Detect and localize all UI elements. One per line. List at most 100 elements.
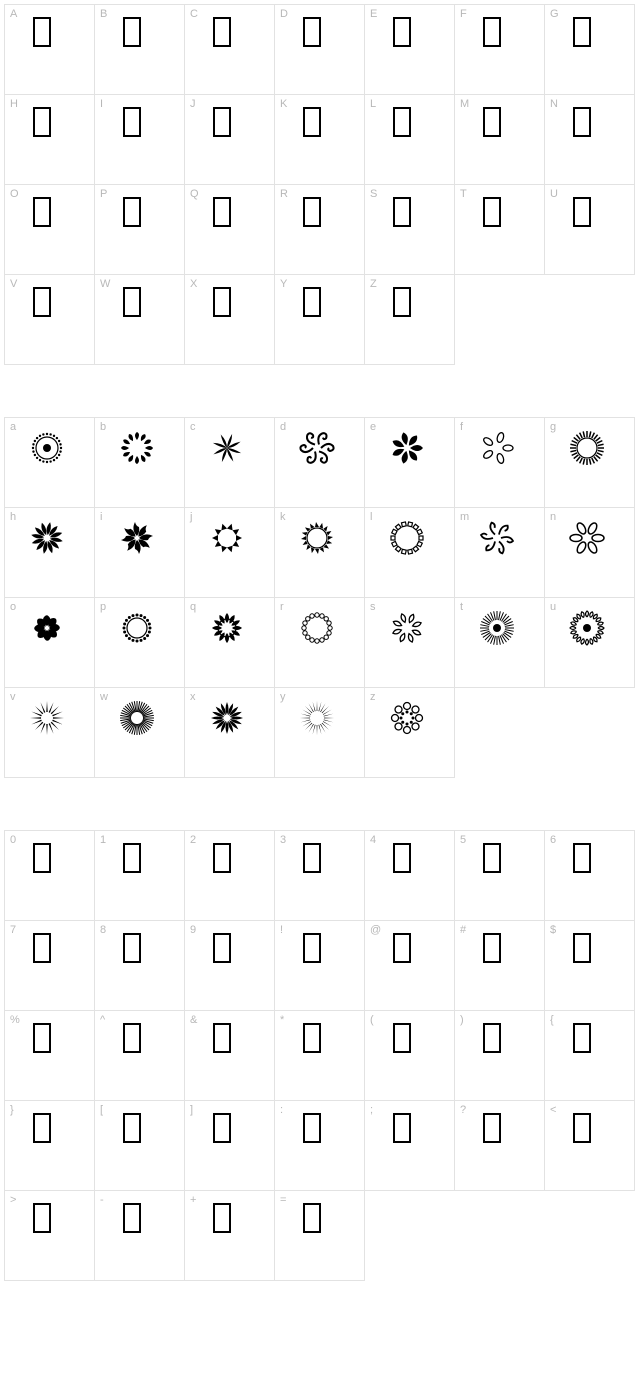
- charmap-cell: K: [275, 95, 365, 185]
- cell-label: b: [100, 421, 106, 433]
- cell-label: l: [370, 511, 372, 523]
- cell-label: x: [190, 691, 196, 703]
- charmap-cell: y: [275, 688, 365, 778]
- undefined-glyph-icon: [33, 1113, 51, 1143]
- undefined-glyph-icon: [573, 197, 591, 227]
- undefined-glyph-icon: [123, 287, 141, 317]
- cell-label: s: [370, 601, 376, 613]
- undefined-glyph-icon: [393, 1023, 411, 1053]
- undefined-glyph-icon: [213, 933, 231, 963]
- undefined-glyph-icon: [393, 17, 411, 47]
- undefined-glyph-icon: [213, 843, 231, 873]
- cell-label: ]: [190, 1104, 193, 1116]
- charmap-cell: :: [275, 1101, 365, 1191]
- undefined-glyph-icon: [33, 933, 51, 963]
- cell-label: 4: [370, 834, 376, 846]
- charmap-cell: F: [455, 5, 545, 95]
- undefined-glyph-icon: [303, 1023, 321, 1053]
- undefined-glyph-icon: [123, 843, 141, 873]
- charmap-cell: B: [95, 5, 185, 95]
- cell-label: (: [370, 1014, 374, 1026]
- undefined-glyph-icon: [573, 17, 591, 47]
- charmap-cell: l: [365, 508, 455, 598]
- charmap-cell: 4: [365, 831, 455, 921]
- cell-label: E: [370, 8, 377, 20]
- charmap-cell: C: [185, 5, 275, 95]
- charmap-row: HIJKLMN: [4, 95, 635, 185]
- cell-label: e: [370, 421, 376, 433]
- charmap-row: vwxyz: [4, 688, 455, 778]
- ornament-gear-ring-icon: [387, 518, 427, 558]
- cell-label: y: [280, 691, 286, 703]
- charmap-cell: +: [185, 1191, 275, 1281]
- ornament-blob-flower-icon: [387, 428, 427, 468]
- charmap-section: ABCDEFGHIJKLMNOPQRSTUVWXYZ: [4, 4, 636, 365]
- cell-label: c: [190, 421, 196, 433]
- cell-label: h: [10, 511, 16, 523]
- charmap-cell: b: [95, 418, 185, 508]
- cell-label: m: [460, 511, 469, 523]
- undefined-glyph-icon: [573, 843, 591, 873]
- cell-label: =: [280, 1194, 286, 1206]
- cell-label: H: [10, 98, 18, 110]
- cell-label: !: [280, 924, 283, 936]
- charmap-cell: q: [185, 598, 275, 688]
- undefined-glyph-icon: [33, 1023, 51, 1053]
- undefined-glyph-icon: [483, 107, 501, 137]
- cell-label: f: [460, 421, 463, 433]
- ornament-curly-flower-icon: [297, 428, 337, 468]
- undefined-glyph-icon: [303, 1113, 321, 1143]
- cell-label: 0: [10, 834, 16, 846]
- cell-label: Y: [280, 278, 287, 290]
- cell-label: :: [280, 1104, 283, 1116]
- charmap-cell: #: [455, 921, 545, 1011]
- charmap-cell: X: [185, 275, 275, 365]
- charmap-cell: U: [545, 185, 635, 275]
- charmap-cell: ;: [365, 1101, 455, 1191]
- cell-label: J: [190, 98, 196, 110]
- undefined-glyph-icon: [303, 17, 321, 47]
- undefined-glyph-icon: [33, 17, 51, 47]
- cell-label: L: [370, 98, 376, 110]
- undefined-glyph-icon: [483, 197, 501, 227]
- charmap-cell: h: [5, 508, 95, 598]
- undefined-glyph-icon: [303, 1203, 321, 1233]
- charmap-cell: c: [185, 418, 275, 508]
- cell-label: 7: [10, 924, 16, 936]
- charmap-cell: %: [5, 1011, 95, 1101]
- cell-label: K: [280, 98, 287, 110]
- undefined-glyph-icon: [123, 933, 141, 963]
- charmap-cell: Q: [185, 185, 275, 275]
- cell-label: w: [100, 691, 108, 703]
- cell-label: u: [550, 601, 556, 613]
- undefined-glyph-icon: [303, 107, 321, 137]
- charmap-row: %^&*(){: [4, 1011, 635, 1101]
- charmap-cell: <: [545, 1101, 635, 1191]
- cell-label: {: [550, 1014, 554, 1026]
- cell-label: 8: [100, 924, 106, 936]
- cell-label: %: [10, 1014, 20, 1026]
- charmap-cell: 9: [185, 921, 275, 1011]
- charmap-row: opqrstu: [4, 598, 635, 688]
- undefined-glyph-icon: [303, 933, 321, 963]
- undefined-glyph-icon: [393, 1113, 411, 1143]
- cell-label: Z: [370, 278, 377, 290]
- charmap-cell: @: [365, 921, 455, 1011]
- cell-label: B: [100, 8, 107, 20]
- cell-label: o: [10, 601, 16, 613]
- charmap-cell: ): [455, 1011, 545, 1101]
- undefined-glyph-icon: [123, 1023, 141, 1053]
- ornament-wave-spiral-icon: [27, 608, 67, 648]
- charmap-cell: p: [95, 598, 185, 688]
- charmap-cell: &: [185, 1011, 275, 1101]
- cell-label: k: [280, 511, 286, 523]
- ornament-line-sun-icon: [117, 698, 157, 738]
- charmap-section: abcdefghijklmnopqrstuvwxyz: [4, 417, 636, 778]
- charmap-cell: 0: [5, 831, 95, 921]
- charmap-cell: P: [95, 185, 185, 275]
- cell-label: 9: [190, 924, 196, 936]
- ornament-celtic-flower-icon: [567, 518, 607, 558]
- cell-label: X: [190, 278, 197, 290]
- undefined-glyph-icon: [213, 1023, 231, 1053]
- undefined-glyph-icon: [123, 1203, 141, 1233]
